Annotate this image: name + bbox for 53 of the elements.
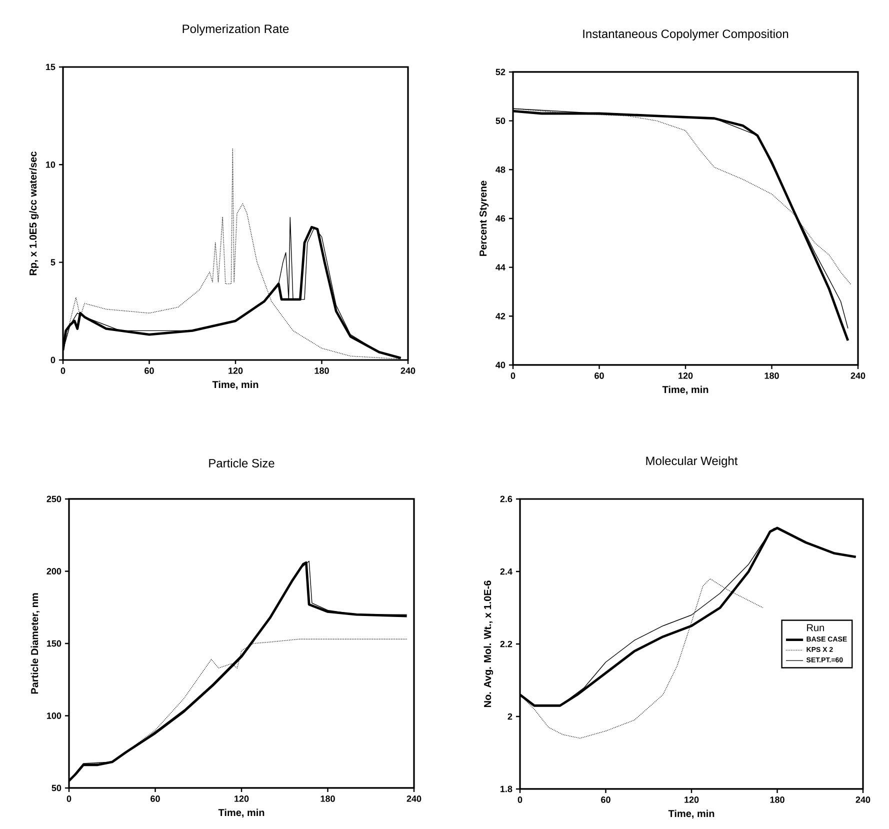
y-tick-label: 200: [46, 568, 62, 574]
y-tick-label: 52: [496, 68, 506, 76]
y-tick-label: 1.8: [500, 786, 512, 792]
x-tick-label: 60: [144, 368, 154, 374]
x-axis-title: Time, min: [212, 380, 258, 390]
x-tick-label: 60: [601, 796, 610, 803]
chart-title: Instantaneous Copolymer Composition: [583, 29, 788, 40]
x-tick-label: 120: [684, 796, 699, 803]
x-tick-label: 180: [320, 796, 335, 802]
x-tick-label: 120: [678, 372, 693, 379]
y-tick-label: 2: [508, 713, 512, 720]
y-tick-label: 46: [496, 215, 506, 222]
x-tick-label: 240: [400, 368, 416, 374]
y-tick-label: 40: [496, 362, 506, 368]
x-tick-label: 0: [518, 796, 522, 803]
y-tick-label: 150: [47, 640, 62, 647]
x-axis-title: Time, min: [218, 808, 264, 818]
y-tick-label: 44: [496, 264, 506, 270]
y-tick-label: 48: [496, 166, 506, 173]
x-tick-label: 0: [66, 796, 72, 802]
y-axis-title: Particle Diameter, nm: [30, 593, 40, 694]
x-tick-label: 120: [228, 368, 243, 374]
y-tick-label: 50: [496, 118, 506, 124]
y-tick-label: 10: [46, 161, 56, 168]
y-axis-title: No. Avg. Mol. Wt., x 1.0E-6: [484, 580, 494, 708]
y-tick-label: 42: [496, 313, 506, 320]
y-tick-label: 250: [46, 496, 62, 502]
x-tick-label: 240: [850, 372, 866, 379]
x-tick-label: 120: [234, 796, 249, 802]
x-tick-label: 0: [60, 368, 66, 374]
chart-title: Molecular Weight: [646, 456, 738, 468]
x-tick-label: 180: [764, 372, 779, 379]
y-tick-label: 100: [47, 712, 62, 719]
y-tick-label: 2.2: [500, 640, 512, 648]
y-tick-label: 5: [50, 259, 56, 266]
x-axis-title: Time, min: [662, 386, 708, 395]
legend-title: Run: [807, 624, 824, 632]
y-axis-title: Rp, x 1.0E5 g/cc water/sec: [29, 152, 39, 276]
x-tick-label: 60: [150, 796, 160, 802]
chart-title: Particle Size: [209, 458, 274, 468]
y-tick-label: 0: [50, 356, 56, 364]
chart-title: Polymerization Rate: [182, 24, 289, 36]
y-tick-label: 50: [52, 784, 62, 792]
x-tick-label: 240: [406, 796, 422, 802]
x-tick-label: 240: [856, 796, 870, 803]
x-tick-label: 60: [594, 372, 604, 379]
y-tick-label: 2.6: [500, 496, 512, 502]
y-axis-title: Percent Styrene: [480, 180, 489, 256]
y-tick-label: 15: [46, 64, 56, 70]
x-tick-label: 180: [314, 368, 329, 374]
x-tick-label: 180: [770, 796, 784, 803]
x-axis-title: Time, min: [668, 810, 714, 819]
y-tick-label: 2.4: [500, 568, 512, 575]
